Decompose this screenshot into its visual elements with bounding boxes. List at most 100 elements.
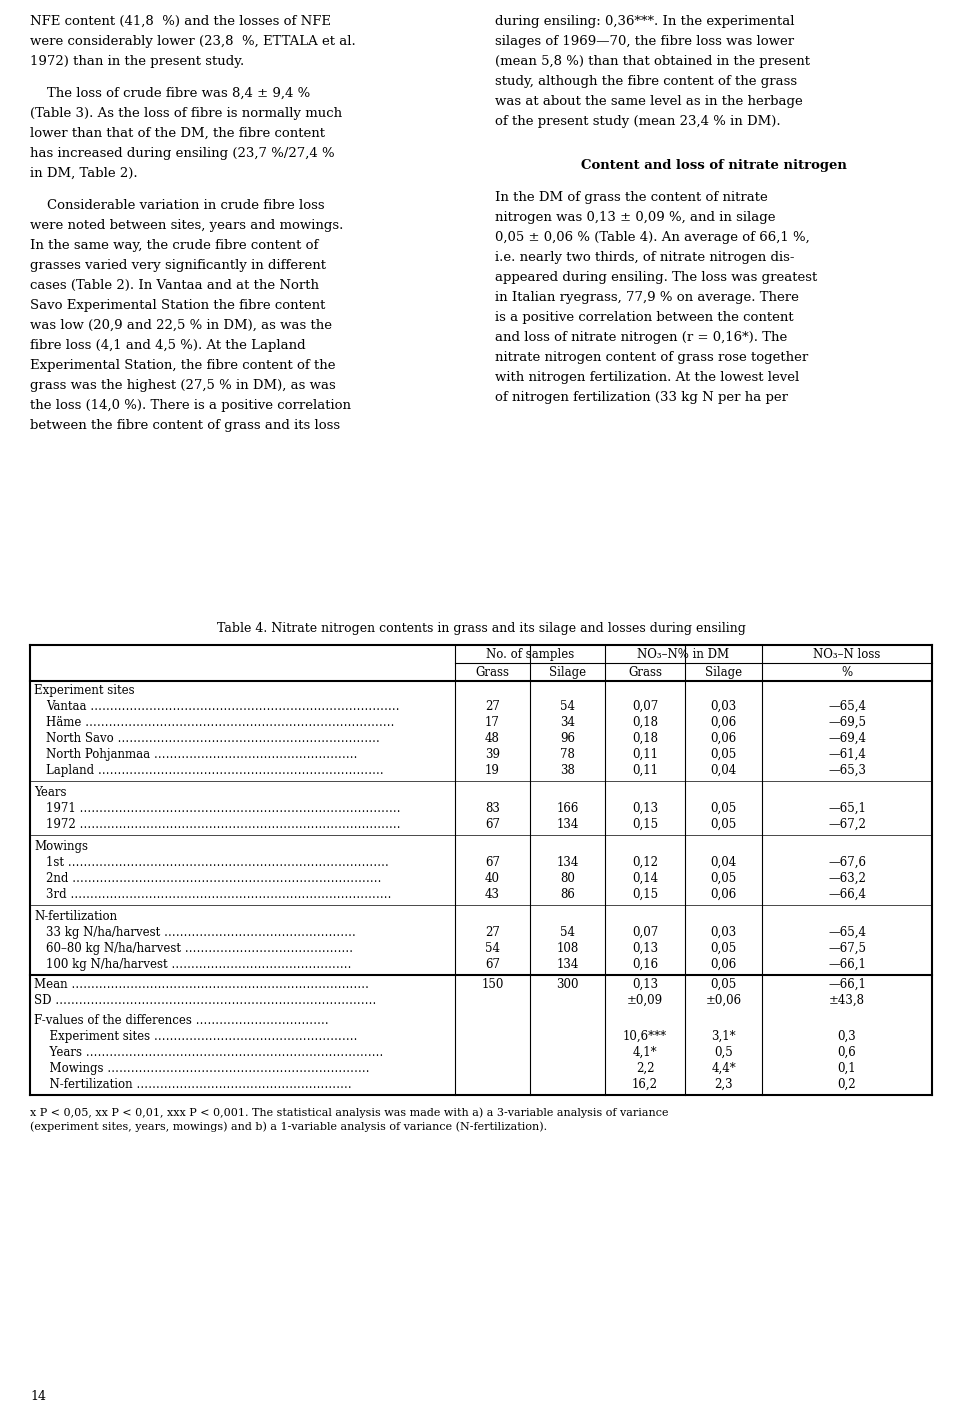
Text: 3rd ……………………………………………………………………….: 3rd ………………………………………………………………………. bbox=[46, 888, 392, 901]
Text: 2,2: 2,2 bbox=[636, 1062, 655, 1074]
Text: —65,4: —65,4 bbox=[828, 699, 866, 713]
Text: 0,15: 0,15 bbox=[632, 818, 658, 830]
Text: 0,5: 0,5 bbox=[714, 1046, 732, 1059]
Text: —67,2: —67,2 bbox=[828, 818, 866, 830]
Text: is a positive correlation between the content: is a positive correlation between the co… bbox=[495, 312, 794, 324]
Text: Mowings: Mowings bbox=[34, 840, 88, 853]
Text: ±0,09: ±0,09 bbox=[627, 994, 663, 1007]
Text: —61,4: —61,4 bbox=[828, 747, 866, 761]
Text: Experiment sites: Experiment sites bbox=[34, 684, 134, 697]
Text: nitrogen was 0,13 ± 0,09 %, and in silage: nitrogen was 0,13 ± 0,09 %, and in silag… bbox=[495, 212, 776, 224]
Text: 54: 54 bbox=[560, 926, 575, 939]
Text: NO₃–N% in DM: NO₃–N% in DM bbox=[637, 649, 730, 661]
Text: 0,6: 0,6 bbox=[838, 1046, 856, 1059]
Text: 0,07: 0,07 bbox=[632, 926, 659, 939]
Text: 14: 14 bbox=[30, 1390, 46, 1403]
Text: 0,04: 0,04 bbox=[710, 764, 736, 777]
Text: 0,05: 0,05 bbox=[710, 871, 736, 885]
Text: (experiment sites, years, mowings) and b) a 1-variable analysis of variance (N-f: (experiment sites, years, mowings) and b… bbox=[30, 1121, 547, 1132]
Text: (Table 3). As the loss of fibre is normally much: (Table 3). As the loss of fibre is norma… bbox=[30, 107, 342, 120]
Text: N-fertilization ……………………………………………….: N-fertilization ………………………………………………. bbox=[42, 1079, 351, 1091]
Text: Vantaa …………………………………………………………………….: Vantaa ……………………………………………………………………. bbox=[46, 699, 399, 713]
Text: —66,4: —66,4 bbox=[828, 888, 866, 901]
Text: Grass: Grass bbox=[628, 666, 662, 680]
Text: and loss of nitrate nitrogen (r = 0,16*). The: and loss of nitrate nitrogen (r = 0,16*)… bbox=[495, 331, 787, 344]
Text: North Savo ………………………………………………………….: North Savo …………………………………………………………. bbox=[46, 732, 380, 744]
Text: 60–80 kg N/ha/harvest …………………………………….: 60–80 kg N/ha/harvest ……………………………………. bbox=[46, 942, 353, 955]
Text: —65,3: —65,3 bbox=[828, 764, 866, 777]
Text: 0,03: 0,03 bbox=[710, 699, 736, 713]
Text: —66,1: —66,1 bbox=[828, 957, 866, 971]
Text: 33 kg N/ha/harvest ………………………………………….: 33 kg N/ha/harvest …………………………………………. bbox=[46, 926, 356, 939]
Text: No. of samples: No. of samples bbox=[486, 649, 574, 661]
Text: 0,11: 0,11 bbox=[632, 764, 658, 777]
Text: 17: 17 bbox=[485, 716, 500, 729]
Text: of the present study (mean 23,4 % in DM).: of the present study (mean 23,4 % in DM)… bbox=[495, 116, 780, 128]
Text: 19: 19 bbox=[485, 764, 500, 777]
Text: —67,6: —67,6 bbox=[828, 856, 866, 869]
Text: 67: 67 bbox=[485, 957, 500, 971]
Text: 0,11: 0,11 bbox=[632, 747, 658, 761]
Text: In the same way, the crude fibre content of: In the same way, the crude fibre content… bbox=[30, 240, 319, 252]
Text: Mean ………………………………………………………………….: Mean …………………………………………………………………. bbox=[34, 979, 369, 991]
Text: 0,06: 0,06 bbox=[710, 716, 736, 729]
Text: Experimental Station, the fibre content of the: Experimental Station, the fibre content … bbox=[30, 360, 335, 372]
Text: Considerable variation in crude fibre loss: Considerable variation in crude fibre lo… bbox=[30, 199, 324, 212]
Text: 0,13: 0,13 bbox=[632, 979, 658, 991]
Text: The loss of crude fibre was 8,4 ± 9,4 %: The loss of crude fibre was 8,4 ± 9,4 % bbox=[30, 87, 310, 100]
Text: 0,12: 0,12 bbox=[632, 856, 658, 869]
Text: 0,03: 0,03 bbox=[710, 926, 736, 939]
Text: Mowings ………………………………………………………….: Mowings …………………………………………………………. bbox=[42, 1062, 370, 1074]
Text: 39: 39 bbox=[485, 747, 500, 761]
Text: of nitrogen fertilization (33 kg N per ha per: of nitrogen fertilization (33 kg N per h… bbox=[495, 391, 788, 405]
Text: 0,04: 0,04 bbox=[710, 856, 736, 869]
Text: 34: 34 bbox=[560, 716, 575, 729]
Text: nitrate nitrogen content of grass rose together: nitrate nitrogen content of grass rose t… bbox=[495, 351, 808, 364]
Text: 0,05: 0,05 bbox=[710, 818, 736, 830]
Text: 1972 ……………………………………………………………………….: 1972 ………………………………………………………………………. bbox=[46, 818, 400, 830]
Text: —66,1: —66,1 bbox=[828, 979, 866, 991]
Text: F-values of the differences …………………………….: F-values of the differences ……………………………. bbox=[34, 1014, 328, 1026]
Text: appeared during ensiling. The loss was greatest: appeared during ensiling. The loss was g… bbox=[495, 271, 817, 283]
Text: —69,5: —69,5 bbox=[828, 716, 866, 729]
Text: 67: 67 bbox=[485, 856, 500, 869]
Text: 134: 134 bbox=[556, 957, 579, 971]
Text: Silage: Silage bbox=[705, 666, 742, 680]
Text: 38: 38 bbox=[560, 764, 575, 777]
Text: 0,06: 0,06 bbox=[710, 957, 736, 971]
Text: NFE content (41,8  %) and the losses of NFE: NFE content (41,8 %) and the losses of N… bbox=[30, 16, 331, 28]
Text: —69,4: —69,4 bbox=[828, 732, 866, 744]
Text: %: % bbox=[841, 666, 852, 680]
Text: silages of 1969—70, the fibre loss was lower: silages of 1969—70, the fibre loss was l… bbox=[495, 35, 794, 48]
Text: Years ………………………………………………………………….: Years …………………………………………………………………. bbox=[42, 1046, 383, 1059]
Text: 0,06: 0,06 bbox=[710, 732, 736, 744]
Text: in DM, Table 2).: in DM, Table 2). bbox=[30, 166, 137, 180]
Text: 0,05: 0,05 bbox=[710, 747, 736, 761]
Text: 0,15: 0,15 bbox=[632, 888, 658, 901]
Text: cases (Table 2). In Vantaa and at the North: cases (Table 2). In Vantaa and at the No… bbox=[30, 279, 319, 292]
Text: 3,1*: 3,1* bbox=[711, 1029, 735, 1043]
Text: In the DM of grass the content of nitrate: In the DM of grass the content of nitrat… bbox=[495, 190, 768, 204]
Text: 0,16: 0,16 bbox=[632, 957, 658, 971]
Text: —65,1: —65,1 bbox=[828, 802, 866, 815]
Text: Experiment sites …………………………………………….: Experiment sites ……………………………………………. bbox=[42, 1029, 357, 1043]
Text: 0,1: 0,1 bbox=[838, 1062, 856, 1074]
Text: 0,06: 0,06 bbox=[710, 888, 736, 901]
Text: 1972) than in the present study.: 1972) than in the present study. bbox=[30, 55, 244, 68]
Text: 300: 300 bbox=[556, 979, 579, 991]
Text: 0,3: 0,3 bbox=[838, 1029, 856, 1043]
Text: 4,1*: 4,1* bbox=[633, 1046, 658, 1059]
Text: 0,2: 0,2 bbox=[838, 1079, 856, 1091]
Text: 27: 27 bbox=[485, 926, 500, 939]
Text: 54: 54 bbox=[560, 699, 575, 713]
Text: 96: 96 bbox=[560, 732, 575, 744]
Text: Savo Experimental Station the fibre content: Savo Experimental Station the fibre cont… bbox=[30, 299, 325, 312]
Text: x P < 0,05, xx P < 0,01, xxx P < 0,001. The statistical analysis was made with a: x P < 0,05, xx P < 0,01, xxx P < 0,001. … bbox=[30, 1107, 668, 1118]
Text: study, although the fibre content of the grass: study, although the fibre content of the… bbox=[495, 75, 797, 87]
Text: —63,2: —63,2 bbox=[828, 871, 866, 885]
Text: Silage: Silage bbox=[549, 666, 586, 680]
Text: 100 kg N/ha/harvest ……………………………………….: 100 kg N/ha/harvest ………………………………………. bbox=[46, 957, 351, 971]
Text: grasses varied very significantly in different: grasses varied very significantly in dif… bbox=[30, 259, 326, 272]
Text: 0,05: 0,05 bbox=[710, 979, 736, 991]
Text: between the fibre content of grass and its loss: between the fibre content of grass and i… bbox=[30, 419, 340, 431]
